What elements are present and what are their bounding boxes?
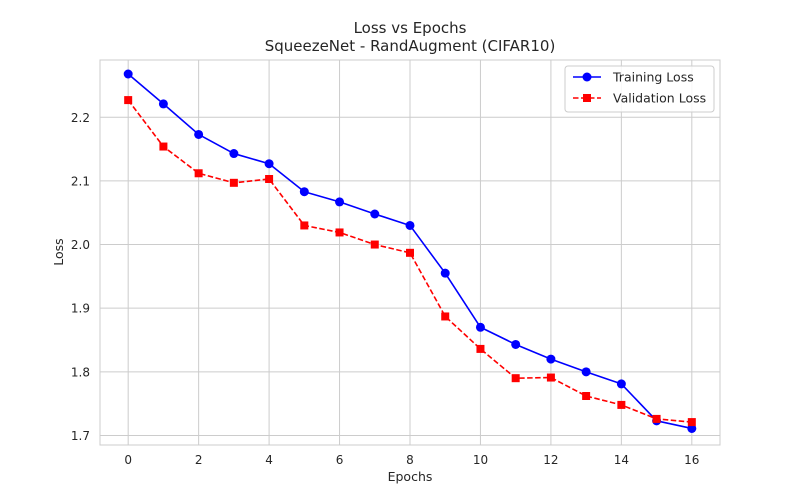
training-loss-series xyxy=(123,69,697,433)
x-tick-label: 8 xyxy=(406,453,414,467)
validation-loss-point xyxy=(511,374,520,383)
y-axis-label: Loss xyxy=(51,238,66,265)
validation-loss-point xyxy=(441,312,450,321)
training-loss-point xyxy=(475,322,485,332)
y-tick-label: 2.2 xyxy=(71,111,90,125)
training-loss-point xyxy=(440,268,450,278)
training-loss-point xyxy=(511,339,521,349)
training-loss-point xyxy=(616,379,626,389)
legend-training-label: Training Loss xyxy=(612,70,694,85)
x-tick-label: 4 xyxy=(265,453,273,467)
y-tick-label: 2.1 xyxy=(71,174,90,188)
x-tick-label: 2 xyxy=(195,453,203,467)
x-axis-label: Epochs xyxy=(388,469,433,484)
y-tick-labels: 1.7 1.8 1.9 2.0 2.1 2.2 xyxy=(71,111,90,443)
validation-loss-point xyxy=(476,344,485,353)
legend-frame xyxy=(564,65,715,113)
legend-validation-marker xyxy=(583,94,591,102)
plot-frame xyxy=(99,59,721,446)
x-tick-labels: 0 2 4 6 8 10 12 14 16 xyxy=(124,453,699,467)
x-tick-label: 14 xyxy=(614,453,629,467)
validation-loss-point xyxy=(652,414,661,423)
validation-loss-point xyxy=(300,221,309,230)
y-tick-label: 1.7 xyxy=(71,429,90,443)
validation-loss-point xyxy=(617,400,626,409)
validation-loss-point xyxy=(159,142,168,151)
x-tick-label: 12 xyxy=(543,453,558,467)
training-loss-point xyxy=(405,220,415,230)
legend: Training Loss Validation Loss xyxy=(564,65,715,113)
series-layer xyxy=(123,69,697,433)
training-loss-point xyxy=(123,69,133,79)
legend-validation-label: Validation Loss xyxy=(613,91,706,106)
validation-loss-point xyxy=(406,248,414,257)
validation-loss-point xyxy=(265,175,274,183)
training-loss-point xyxy=(581,367,591,377)
validation-loss-point xyxy=(124,96,133,105)
x-tick-label: 16 xyxy=(684,453,699,467)
training-loss-point xyxy=(158,99,168,109)
chart-title: Loss vs Epochs xyxy=(354,19,467,37)
validation-loss-line xyxy=(127,99,692,423)
x-tick-label: 6 xyxy=(336,453,344,467)
training-loss-point xyxy=(194,129,204,139)
training-loss-point xyxy=(264,159,274,169)
grid-lines xyxy=(100,60,720,445)
validation-loss-point xyxy=(194,169,203,178)
validation-loss-point xyxy=(335,228,344,237)
training-loss-point xyxy=(687,423,697,433)
x-tick-label: 0 xyxy=(124,453,132,467)
x-tick-label: 10 xyxy=(473,453,488,467)
training-loss-point xyxy=(546,354,556,364)
training-loss-point xyxy=(335,197,345,207)
chart-subtitle: SqueezeNet - RandAugment (CIFAR10) xyxy=(265,37,556,55)
validation-loss-series xyxy=(124,96,696,427)
validation-loss-point xyxy=(370,240,379,249)
y-tick-label: 1.9 xyxy=(71,302,90,316)
y-tick-label: 1.8 xyxy=(71,365,90,379)
validation-loss-point xyxy=(582,392,591,400)
validation-loss-point xyxy=(687,418,696,427)
training-loss-point xyxy=(299,187,309,197)
validation-loss-point xyxy=(546,373,555,382)
training-loss-point xyxy=(370,209,380,219)
y-tick-label: 2.0 xyxy=(71,238,90,252)
legend-training-marker xyxy=(582,72,592,82)
validation-loss-point xyxy=(229,178,238,187)
training-loss-point xyxy=(229,149,239,159)
